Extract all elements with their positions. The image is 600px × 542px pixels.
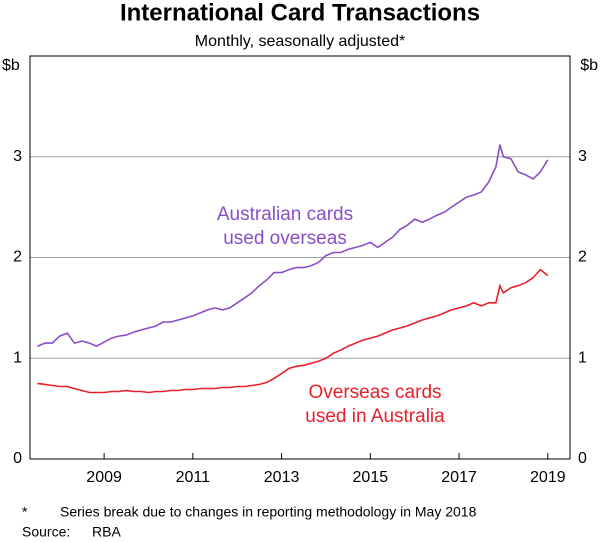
y-tick-label: 1 <box>13 349 22 366</box>
x-tick-label: 2011 <box>176 469 211 486</box>
y-tick-label: 0 <box>578 450 587 467</box>
x-tick-label: 2017 <box>441 469 477 486</box>
x-tick-label: 2015 <box>353 469 389 486</box>
series-line <box>37 144 549 348</box>
note-text: Series break due to changes in reporting… <box>60 504 477 520</box>
x-tick-label: 2009 <box>86 469 122 486</box>
chart-subtitle: Monthly, seasonally adjusted* <box>195 33 406 50</box>
x-tick-label: 2013 <box>264 469 300 486</box>
y-tick-label: 2 <box>13 249 22 266</box>
y-tick-label: 1 <box>578 349 587 366</box>
y-unit: $b <box>2 57 20 74</box>
series-label: Overseas cards used in Australia <box>305 382 445 427</box>
series-label: Australian cards used overseas <box>216 204 354 249</box>
y-tick-label: 3 <box>13 148 22 165</box>
note-marker: * <box>22 504 28 520</box>
x-tick-label: 2019 <box>530 469 566 486</box>
y-tick-label: 3 <box>578 148 587 165</box>
source-text: RBA <box>92 524 121 540</box>
series-line <box>37 268 549 394</box>
plot-frame <box>29 55 571 460</box>
source-label: Source: <box>22 524 70 540</box>
y-unit: $b <box>580 57 598 74</box>
chart-title: International Card Transactions <box>120 0 480 26</box>
y-tick-label: 0 <box>13 450 22 467</box>
y-tick-label: 2 <box>578 249 587 266</box>
